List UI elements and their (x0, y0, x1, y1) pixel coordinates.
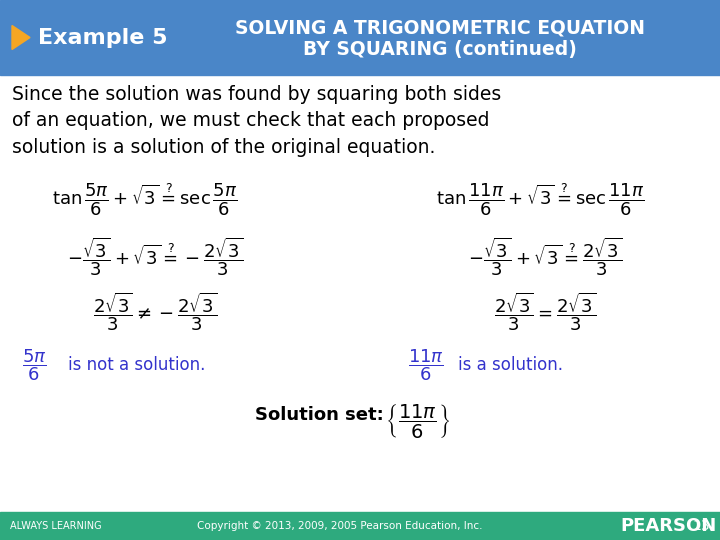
Text: $-\dfrac{\sqrt{3}}{3}+\sqrt{3}\overset{?}{=}\dfrac{2\sqrt{3}}{3}$: $-\dfrac{\sqrt{3}}{3}+\sqrt{3}\overset{?… (468, 235, 622, 278)
Polygon shape (12, 25, 30, 50)
Text: $\tan\dfrac{5\pi}{6}+\sqrt{3}\overset{?}{=}\sec\dfrac{5\pi}{6}$: $\tan\dfrac{5\pi}{6}+\sqrt{3}\overset{?}… (53, 182, 238, 218)
Bar (0, 0, 720, 75)
Text: $\dfrac{2\sqrt{3}}{3}=\dfrac{2\sqrt{3}}{3}$: $\dfrac{2\sqrt{3}}{3}=\dfrac{2\sqrt{3}}{… (494, 291, 596, 333)
Text: 13: 13 (693, 519, 710, 533)
Text: $\left\{\dfrac{11\pi}{6}\right\}$: $\left\{\dfrac{11\pi}{6}\right\}$ (385, 403, 450, 441)
Text: is not a solution.: is not a solution. (68, 356, 205, 374)
Text: Copyright © 2013, 2009, 2005 Pearson Education, Inc.: Copyright © 2013, 2009, 2005 Pearson Edu… (197, 521, 482, 531)
Text: $\tan\dfrac{11\pi}{6}+\sqrt{3}\overset{?}{=}\sec\dfrac{11\pi}{6}$: $\tan\dfrac{11\pi}{6}+\sqrt{3}\overset{?… (436, 182, 644, 218)
Text: Since the solution was found by squaring both sides
of an equation, we must chec: Since the solution was found by squaring… (12, 85, 501, 157)
Text: $-\dfrac{\sqrt{3}}{3}+\sqrt{3}\overset{?}{=}-\dfrac{2\sqrt{3}}{3}$: $-\dfrac{\sqrt{3}}{3}+\sqrt{3}\overset{?… (67, 235, 243, 278)
Text: ALWAYS LEARNING: ALWAYS LEARNING (10, 521, 102, 531)
Bar (0, 512, 720, 540)
Text: $\dfrac{5\pi}{6}$: $\dfrac{5\pi}{6}$ (22, 347, 47, 383)
Text: Example 5: Example 5 (38, 28, 168, 48)
Text: SOLVING A TRIGONOMETRIC EQUATION: SOLVING A TRIGONOMETRIC EQUATION (235, 18, 645, 37)
Text: $\dfrac{2\sqrt{3}}{3}\neq-\dfrac{2\sqrt{3}}{3}$: $\dfrac{2\sqrt{3}}{3}\neq-\dfrac{2\sqrt{… (93, 291, 217, 333)
Text: is a solution.: is a solution. (458, 356, 563, 374)
Text: BY SQUARING (continued): BY SQUARING (continued) (303, 40, 577, 59)
Text: Solution set:: Solution set: (255, 406, 384, 424)
Text: $\dfrac{11\pi}{6}$: $\dfrac{11\pi}{6}$ (408, 347, 444, 383)
Text: PEARSON: PEARSON (620, 517, 716, 535)
